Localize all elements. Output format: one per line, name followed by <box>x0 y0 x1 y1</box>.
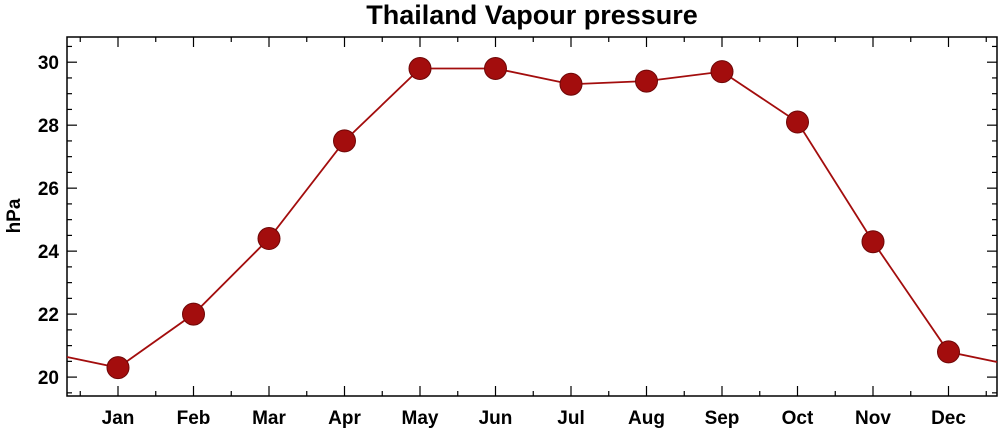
data-point <box>182 302 205 326</box>
series-vapour-pressure <box>66 56 998 380</box>
x-tick-label: Mar <box>252 408 286 429</box>
chart-title: Thailand Vapour pressure <box>366 0 698 30</box>
x-axis: Jan Feb Mar Apr May Jun Jul Aug Sep Oct Nov Dec <box>79 37 987 429</box>
y-tick-label: 24 <box>38 242 60 263</box>
x-tick-label: Feb <box>177 408 211 429</box>
y-tick-label: 20 <box>38 368 59 389</box>
y-tick-label: 30 <box>38 53 59 74</box>
data-point <box>257 227 281 251</box>
x-tick-label: Jan <box>102 408 135 429</box>
data-point <box>937 340 960 364</box>
y-tick-label: 26 <box>38 179 59 200</box>
data-point <box>408 56 432 80</box>
y-axis-label: hPa <box>4 198 25 233</box>
x-tick-label: Dec <box>931 408 966 429</box>
series-line <box>66 67 998 369</box>
x-tick-label: Aug <box>628 408 665 429</box>
x-tick-label: Apr <box>328 408 361 429</box>
data-point <box>786 110 809 134</box>
data-point <box>333 129 356 153</box>
data-point <box>635 69 658 93</box>
x-tick-label: Jun <box>479 408 513 429</box>
data-point <box>559 72 583 96</box>
x-tick-label: May <box>402 408 439 429</box>
x-tick-label: Oct <box>782 408 814 429</box>
data-point <box>710 60 734 84</box>
x-tick-label: Nov <box>855 408 891 429</box>
data-point <box>484 56 507 80</box>
x-tick-label: Sep <box>705 408 740 429</box>
x-tick-label: Jul <box>557 408 584 429</box>
plot-frame <box>66 36 998 397</box>
data-point <box>861 230 885 254</box>
y-tick-label: 28 <box>38 116 59 137</box>
y-axis: 20 22 24 26 28 30 <box>38 45 997 394</box>
y-tick-label: 22 <box>38 305 59 326</box>
data-point <box>106 356 130 380</box>
